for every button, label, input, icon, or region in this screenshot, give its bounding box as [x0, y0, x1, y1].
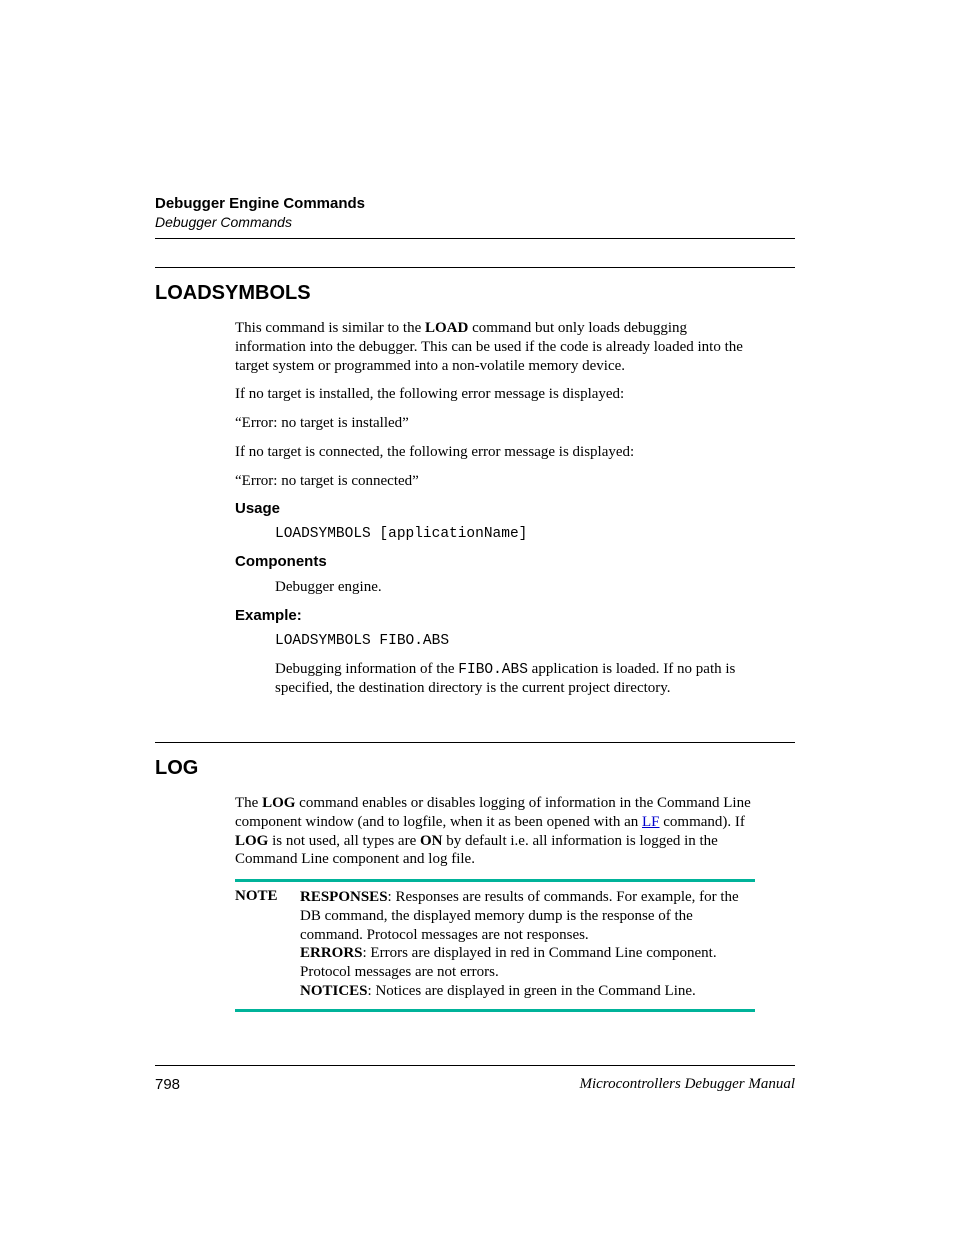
header-rule — [155, 238, 795, 239]
note-label: NOTE — [235, 888, 300, 1001]
inline-code: FIBO.ABS — [458, 662, 528, 678]
bold-text: LOG — [235, 833, 268, 849]
subheading-example: Example: — [235, 607, 755, 624]
manual-title: Microcontrollers Debugger Manual — [579, 1076, 795, 1093]
bold-text: ERRORS — [300, 945, 363, 961]
header-subtitle: Debugger Commands — [155, 214, 795, 230]
page-number: 798 — [155, 1076, 180, 1093]
note-block: NOTE RESPONSES: Responses are results of… — [235, 879, 755, 1012]
text: : Notices are displayed in green in the … — [368, 983, 696, 999]
section-heading-loadsymbols: LOADSYMBOLS — [155, 282, 795, 305]
para: Debugger engine. — [275, 578, 755, 597]
para: If no target is connected, the following… — [235, 443, 755, 462]
header-title: Debugger Engine Commands — [155, 195, 795, 212]
code-line: LOADSYMBOLS FIBO.ABS — [275, 632, 755, 650]
subheading-components: Components — [235, 553, 755, 570]
section-rule — [155, 742, 795, 743]
bold-text: ON — [420, 833, 443, 849]
para: Debugging information of the FIBO.ABS ap… — [275, 660, 755, 698]
page-content: Debugger Engine Commands Debugger Comman… — [155, 195, 795, 1012]
note-body: RESPONSES: Responses are results of comm… — [300, 888, 755, 1001]
code-line: LOADSYMBOLS [applicationName] — [275, 525, 755, 543]
subheading-usage: Usage — [235, 500, 755, 517]
para: “Error: no target is installed” — [235, 414, 755, 433]
bold-text: NOTICES — [300, 983, 368, 999]
log-body: The LOG command enables or disables logg… — [235, 794, 755, 1012]
bold-text: LOAD — [425, 320, 468, 336]
section-heading-log: LOG — [155, 757, 795, 780]
text: is not used, all types are — [268, 833, 420, 849]
page-footer: 798 Microcontrollers Debugger Manual — [155, 1065, 795, 1093]
para: The LOG command enables or disables logg… — [235, 794, 755, 869]
section-rule — [155, 267, 795, 268]
bold-text: RESPONSES — [300, 889, 388, 905]
text: command). If — [660, 814, 745, 830]
para: This command is similar to the LOAD comm… — [235, 319, 755, 375]
bold-text: LOG — [262, 795, 295, 811]
text: : Errors are displayed in red in Command… — [300, 945, 717, 980]
loadsymbols-body: This command is similar to the LOAD comm… — [235, 319, 755, 698]
text: This command is similar to the — [235, 320, 425, 336]
para: If no target is installed, the following… — [235, 385, 755, 404]
text: Debugging information of the — [275, 661, 458, 677]
link-lf[interactable]: LF — [642, 814, 660, 830]
text: The — [235, 795, 262, 811]
para: “Error: no target is connected” — [235, 472, 755, 491]
